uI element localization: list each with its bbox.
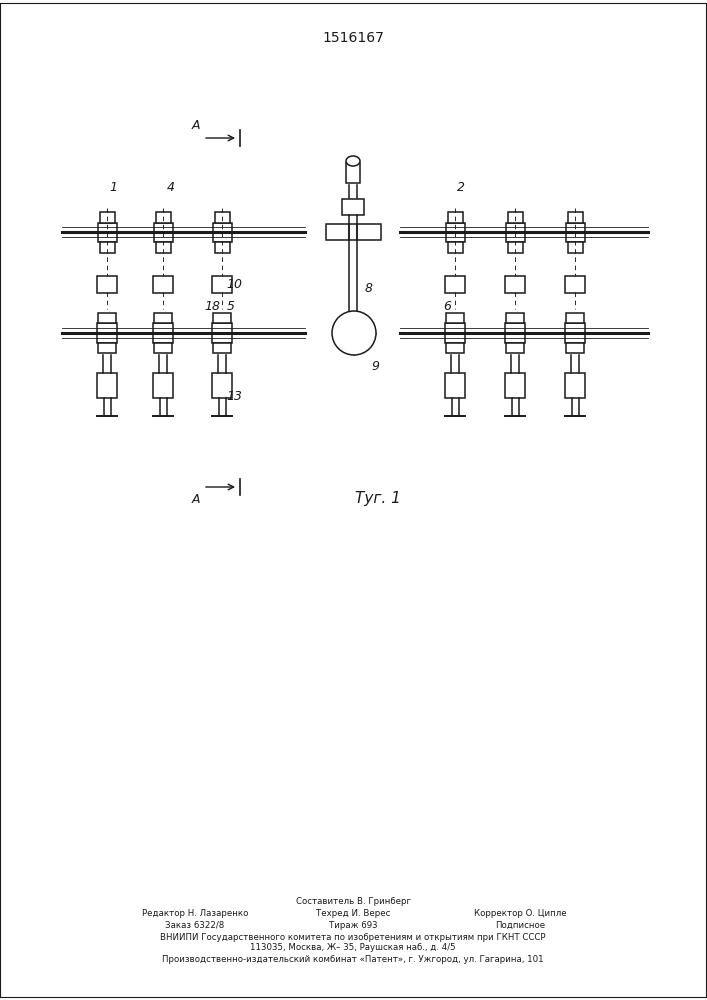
Bar — [446, 313, 464, 323]
Bar — [212, 373, 232, 398]
Bar — [445, 323, 465, 343]
Text: Техред И. Верес: Техред И. Верес — [316, 910, 390, 918]
Bar — [346, 163, 360, 183]
Text: Заказ 6322/8: Заказ 6322/8 — [165, 920, 225, 930]
Bar — [505, 275, 525, 292]
Text: 5: 5 — [227, 300, 235, 313]
Text: 9: 9 — [371, 360, 379, 373]
Text: А: А — [192, 493, 200, 506]
Text: 6: 6 — [443, 300, 451, 313]
Text: Τуг. 1: Τуг. 1 — [355, 490, 401, 506]
Bar — [213, 313, 231, 323]
Bar — [213, 343, 231, 353]
Bar — [565, 323, 585, 343]
Bar — [97, 323, 117, 343]
Bar — [508, 212, 522, 223]
Text: Корректор О. Ципле: Корректор О. Ципле — [474, 910, 566, 918]
Bar — [566, 223, 585, 241]
Text: 4: 4 — [167, 181, 175, 194]
Bar — [566, 313, 584, 323]
Bar — [100, 212, 115, 223]
Bar — [445, 275, 465, 292]
Bar — [214, 241, 230, 252]
Bar — [505, 373, 525, 398]
Bar — [446, 343, 464, 353]
Bar — [566, 343, 584, 353]
Bar — [154, 313, 172, 323]
Text: 8: 8 — [365, 282, 373, 294]
Bar — [565, 275, 585, 292]
Bar — [153, 275, 173, 292]
Text: Составитель В. Гринберг: Составитель В. Гринберг — [296, 898, 411, 906]
Text: 2: 2 — [457, 181, 465, 194]
Ellipse shape — [332, 311, 376, 355]
Bar — [97, 373, 117, 398]
Bar — [508, 241, 522, 252]
Text: 10: 10 — [226, 277, 242, 290]
Bar — [100, 241, 115, 252]
Bar — [153, 373, 173, 398]
Bar — [154, 343, 172, 353]
Text: Редактор Н. Лазаренко: Редактор Н. Лазаренко — [142, 910, 248, 918]
Bar — [98, 223, 117, 241]
Text: 13: 13 — [226, 389, 242, 402]
Bar — [98, 343, 116, 353]
Bar — [505, 323, 525, 343]
Text: 1516167: 1516167 — [322, 31, 384, 45]
Text: Тираж 693: Тираж 693 — [329, 920, 378, 930]
Text: 18: 18 — [204, 300, 220, 313]
Text: ВНИИПИ Государственного комитета по изобретениям и открытиям при ГКНТ СССР: ВНИИПИ Государственного комитета по изоб… — [160, 932, 546, 942]
Bar — [506, 343, 524, 353]
Bar — [325, 224, 380, 240]
Bar — [212, 323, 232, 343]
Bar — [448, 241, 462, 252]
Bar — [153, 223, 173, 241]
Bar — [153, 323, 173, 343]
Bar — [213, 223, 231, 241]
Bar — [506, 223, 525, 241]
Bar — [445, 373, 465, 398]
Text: 1: 1 — [109, 181, 117, 194]
Text: Производственно-издательский комбинат «Патент», г. Ужгород, ул. Гагарина, 101: Производственно-издательский комбинат «П… — [162, 954, 544, 964]
Bar — [342, 199, 364, 215]
Bar — [214, 212, 230, 223]
Bar — [445, 223, 464, 241]
Bar — [565, 373, 585, 398]
Ellipse shape — [346, 156, 360, 166]
Bar — [98, 313, 116, 323]
Bar — [568, 241, 583, 252]
Text: А: А — [192, 119, 200, 132]
Bar — [212, 275, 232, 292]
Bar — [97, 275, 117, 292]
Text: 113035, Москва, Ж– 35, Раушская наб., д. 4/5: 113035, Москва, Ж– 35, Раушская наб., д.… — [250, 944, 456, 952]
Bar — [156, 212, 170, 223]
Bar — [568, 212, 583, 223]
Bar — [448, 212, 462, 223]
Bar — [156, 241, 170, 252]
Text: Подписное: Подписное — [495, 920, 545, 930]
Bar — [506, 313, 524, 323]
